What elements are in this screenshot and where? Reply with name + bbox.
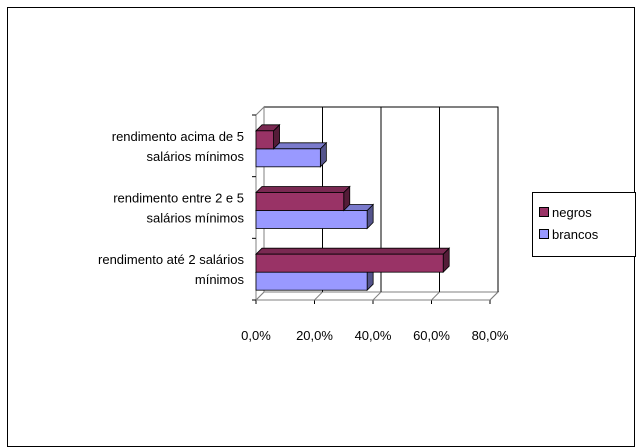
legend-item-negros: negros [539, 203, 592, 221]
x-gridline-floor [372, 291, 382, 301]
x-tick-label: 80,0% [472, 328, 509, 343]
bar-brancos-1 [255, 210, 368, 229]
y-category-label-line: rendimento acima de 5 [112, 129, 244, 144]
bar-negros-1-top [255, 186, 351, 193]
legend-label-negros: negros [552, 204, 592, 220]
bar-negros-1 [255, 192, 345, 211]
y-category-label: rendimento acima de 5 salários mínimos [112, 129, 245, 164]
legend-swatch-negros [539, 207, 549, 217]
y-category-label: rendimento entre 2 e 5 salários mínimos [113, 191, 244, 226]
x-tick-label: 20,0% [296, 328, 333, 343]
bar-brancos-0 [255, 271, 368, 291]
y-category-label-line: salários mínimos [146, 149, 244, 164]
legend-label-brancos: brancos [552, 226, 599, 242]
x-gridline-floor [314, 291, 323, 301]
y-category-label-line: salários mínimos [146, 211, 244, 226]
y-category-label-line: rendimento até 2 salários [98, 252, 244, 267]
chart-plot: 0,0% 20,0% 40,0% 60,0% 80,0% rendimento até 2… [98, 105, 509, 343]
legend-item-brancos: brancos [539, 225, 598, 243]
bar-negros-0 [255, 253, 444, 273]
x-tick-label: 60,0% [413, 328, 450, 343]
legend-swatch-brancos [539, 229, 549, 239]
y-category-label-line: mínimos [195, 272, 245, 287]
bar-negros-2 [255, 130, 274, 150]
bar-negros-0-top [255, 247, 451, 255]
y-category-label-line: rendimento entre 2 e 5 [113, 191, 244, 206]
x-tick-label: 40,0% [355, 328, 392, 343]
bar-brancos-2 [255, 148, 321, 168]
y-category-label: rendimento até 2 salários mínimos [98, 252, 244, 287]
x-tick-label: 0,0% [241, 328, 271, 343]
x-gridline-floor [489, 291, 499, 301]
chart-legend: negros brancos [532, 192, 636, 257]
x-gridline-floor [431, 291, 440, 301]
